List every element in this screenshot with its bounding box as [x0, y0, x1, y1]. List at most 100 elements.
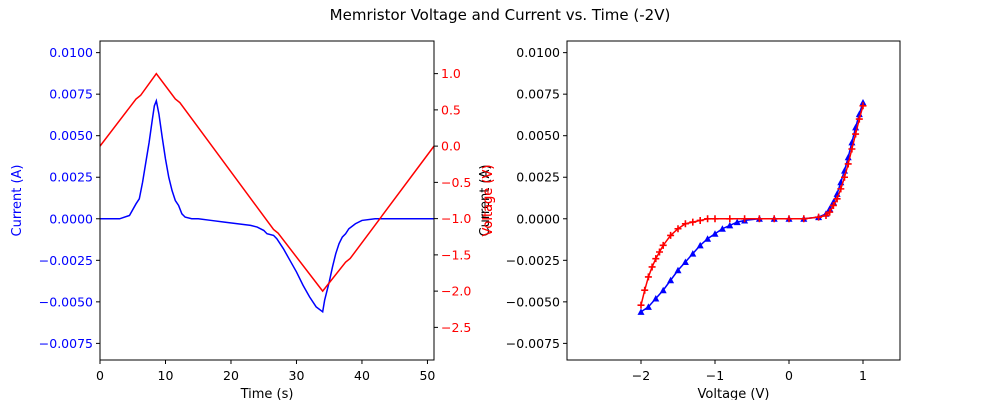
y2-tick-label: −2.0 [441, 284, 471, 299]
iv-point-red [770, 215, 778, 223]
right-y-axis-label: Current (A) [478, 165, 493, 237]
y2-tick-label: 0.5 [441, 102, 461, 117]
y-tick-label: −0.0075 [39, 336, 93, 351]
iv-point-red [785, 215, 793, 223]
y-tick-label: 0.0100 [516, 45, 560, 60]
iv-point-red [848, 145, 856, 153]
x-tick-label: −2 [632, 368, 650, 383]
iv-point-red [826, 208, 834, 216]
y-tick-label: 0.0025 [516, 170, 560, 185]
left-y2-axis-label: Voltage (V) [481, 165, 496, 237]
iv-point-blue [696, 241, 704, 249]
y2-tick-label: −0.5 [441, 175, 471, 190]
x-tick-label: 0 [96, 368, 104, 383]
left-y-ticks: −0.0075 −0.0050 −0.0025 0.0000 0.0025 0.0050 0… [39, 45, 100, 351]
iv-point-red [674, 225, 682, 233]
iv-point-blue [733, 218, 741, 226]
iv-point-blue [637, 308, 645, 315]
iv-point-blue [644, 303, 652, 310]
x-tick-label: −1 [706, 368, 724, 383]
left-y2-ticks: −2.5 −2.0 −1.5 −1.0 −0.5 0.0 0.5 1.0 [434, 66, 471, 335]
y2-tick-label: −1.0 [441, 211, 471, 226]
right-y-ticks: −0.0075 −0.0050 −0.0025 0.0000 0.0025 0.0050 0… [506, 45, 567, 351]
left-y-axis-label: Current (A) [10, 165, 25, 237]
x-tick-label: 20 [223, 368, 239, 383]
iv-point-blue [681, 258, 689, 265]
iv-point-red [711, 215, 719, 223]
y-tick-label: 0.0075 [516, 87, 560, 102]
iv-point-blue [652, 295, 660, 302]
y2-tick-label: −1.5 [441, 247, 471, 262]
iv-point-red [815, 213, 823, 221]
iv-point-blue [711, 230, 719, 237]
iv-point-red [841, 173, 848, 181]
iv-point-red [859, 102, 867, 110]
left-x-ticks: 0 10 20 30 40 50 [96, 360, 435, 383]
y2-tick-label: 1.0 [441, 66, 461, 81]
y-tick-label: −0.0050 [506, 294, 560, 309]
iv-point-blue [726, 221, 734, 229]
y2-tick-label: 0.0 [441, 139, 461, 154]
iv-point-blue [674, 266, 682, 274]
iv-point-blue [689, 250, 697, 257]
y-tick-label: −0.0025 [506, 253, 560, 268]
x-tick-label: 30 [289, 368, 305, 383]
iv-point-blue [667, 276, 675, 284]
iv-point-red [652, 255, 660, 263]
iv-point-red [659, 241, 667, 249]
y-tick-label: 0.0050 [516, 128, 560, 143]
iv-point-red [689, 218, 697, 226]
y-tick-label: −0.0075 [506, 336, 560, 351]
y-tick-label: 0.0100 [49, 45, 93, 60]
iv-point-red [641, 286, 649, 294]
iv-point-blue [859, 98, 867, 106]
iv-point-blue [659, 286, 667, 294]
iv-point-red [648, 263, 656, 271]
x-tick-label: 1 [859, 368, 867, 383]
iv-point-red [644, 273, 652, 281]
iv-point-red [829, 201, 837, 209]
iv-point-red [852, 130, 860, 138]
left-axes-frame [99, 40, 435, 361]
y-tick-label: −0.0025 [39, 253, 93, 268]
y-tick-label: −0.0050 [39, 294, 93, 309]
voltage-line [99, 72, 435, 293]
y-tick-label: 0.0025 [49, 170, 93, 185]
y-tick-label: 0.0050 [49, 128, 93, 143]
x-tick-label: 40 [354, 368, 370, 383]
left-series-group [99, 72, 435, 314]
iv-point-red [681, 220, 689, 228]
x-tick-label: 0 [785, 368, 793, 383]
iv-point-red [837, 185, 845, 193]
y-tick-label: 0.0075 [49, 87, 93, 102]
iv-point-red [656, 248, 663, 256]
iv-point-red [704, 215, 712, 223]
right-axes-frame [566, 40, 901, 361]
iv-point-red [696, 216, 704, 224]
iv-point-red [844, 160, 852, 168]
current-line [100, 98, 434, 314]
right-y-axis-overlay-label: Voltage (V) [481, 165, 496, 237]
iv-point-blue [704, 235, 712, 242]
iv-point-red [726, 215, 734, 223]
right-x-axis-label: Voltage (V) [698, 387, 770, 400]
right-x-ticks: −2 −1 0 1 [632, 360, 867, 383]
iv-point-red [855, 115, 863, 123]
right-series-group [637, 98, 867, 315]
iv-point-red [822, 211, 830, 219]
x-tick-label: 50 [419, 368, 435, 383]
right-chart: −2 −1 0 1 −0.0075 −0.0050 −0.0025 0.0000 0.0025… [478, 40, 901, 400]
iv-point-blue [718, 225, 726, 232]
y2-tick-label: −2.5 [441, 320, 471, 335]
left-chart: 0 10 20 30 40 50 −0.0075 −0.0050 −0.0025 0.0000 0… [10, 40, 496, 400]
iv-point-red [667, 231, 675, 239]
iv-point-red [833, 195, 841, 203]
y-tick-label: 0.0000 [516, 211, 560, 226]
iv-point-red [741, 215, 749, 223]
iv-point-red [800, 215, 808, 223]
iv-point-red [755, 215, 763, 223]
figure-title: Memristor Voltage and Current vs. Time (… [330, 6, 671, 24]
left-x-axis-label: Time (s) [240, 387, 294, 400]
